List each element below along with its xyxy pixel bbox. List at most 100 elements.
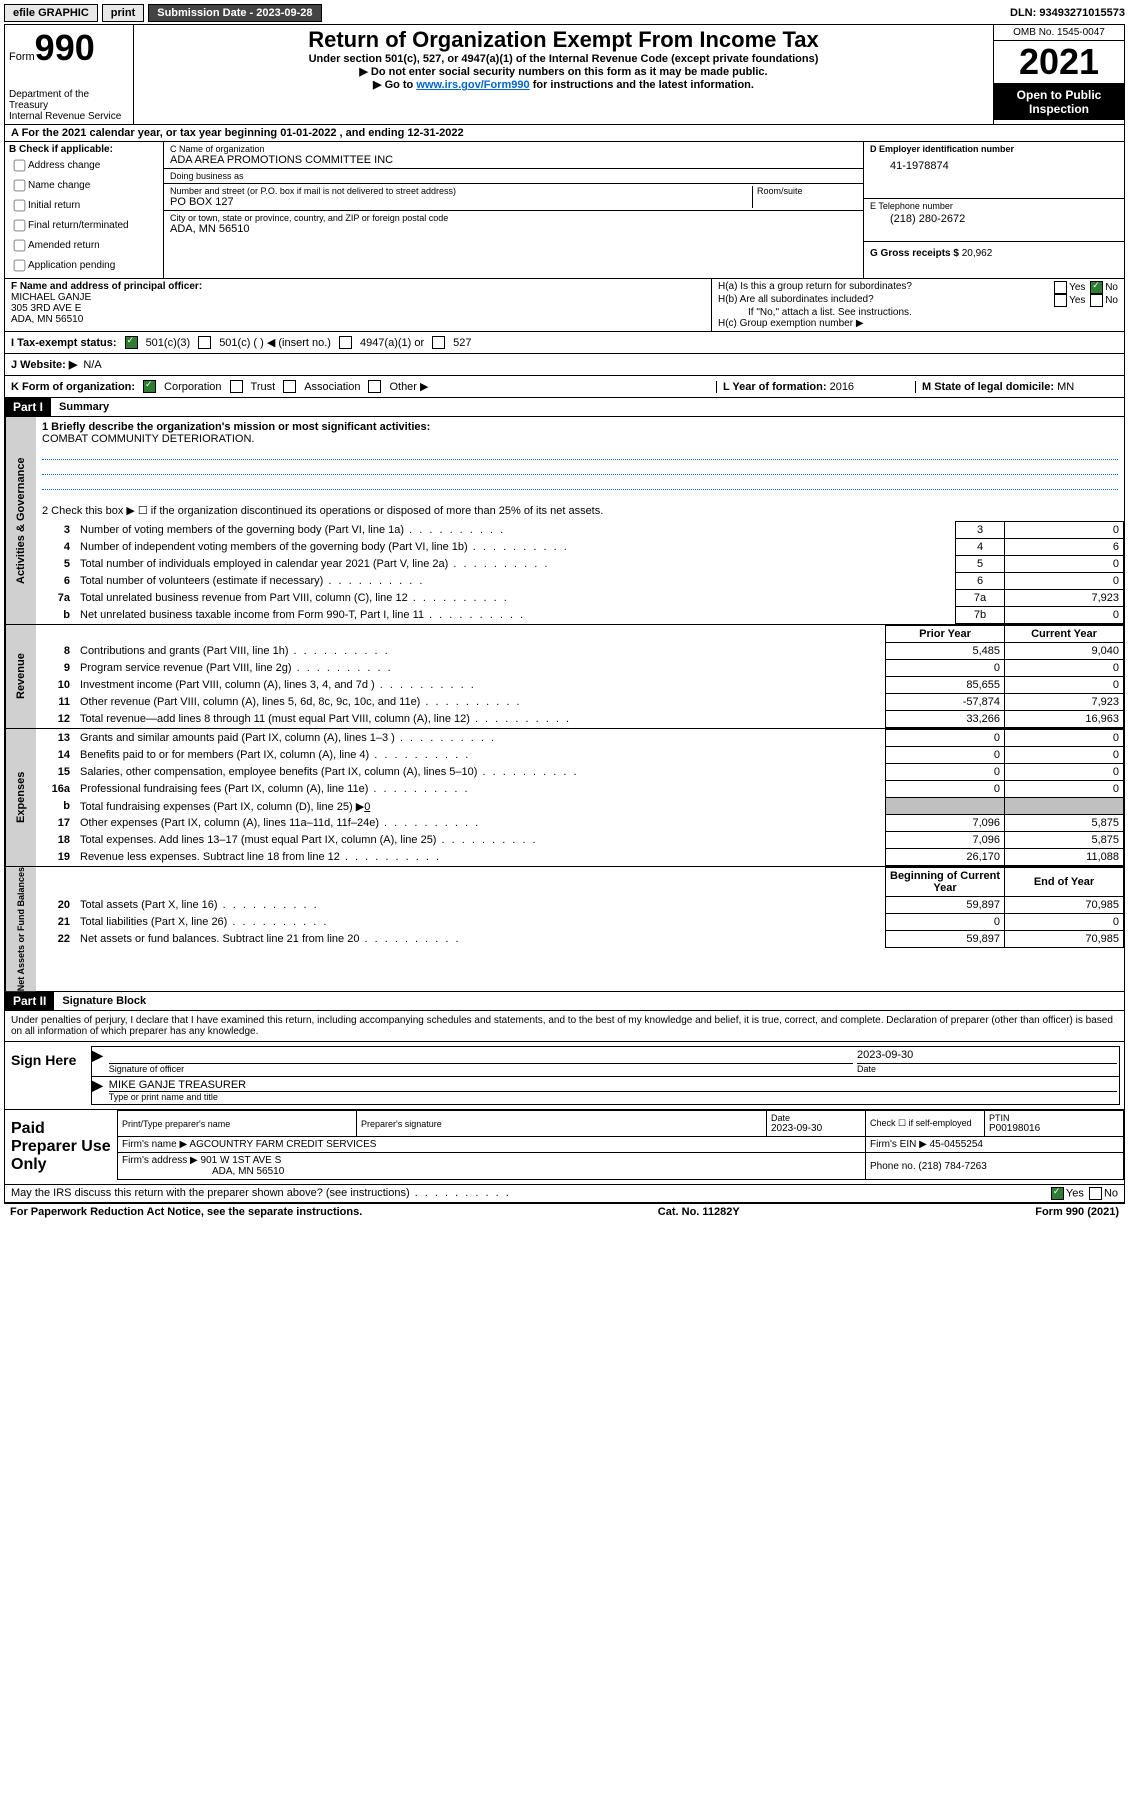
chk-name-change[interactable] bbox=[14, 180, 26, 192]
city-label: City or town, state or province, country… bbox=[170, 213, 857, 223]
table-header-row: Prior YearCurrent Year bbox=[36, 626, 1124, 643]
efile-btn[interactable]: efile GRAPHIC bbox=[4, 4, 98, 22]
m-label: M State of legal domicile: bbox=[922, 381, 1054, 393]
form-container: Form990 Department of the Treasury Inter… bbox=[4, 24, 1125, 1204]
omb-number: OMB No. 1545-0047 bbox=[994, 25, 1124, 41]
table-row: 11Other revenue (Part VIII, column (A), … bbox=[36, 694, 1124, 711]
header-right: OMB No. 1545-0047 2021 Open to Public In… bbox=[993, 25, 1124, 124]
chk-4947[interactable] bbox=[339, 336, 352, 349]
prep-date-label: Date bbox=[771, 1113, 861, 1123]
irs-link[interactable]: www.irs.gov/Form990 bbox=[416, 79, 529, 91]
net-table: Beginning of Current YearEnd of Year20To… bbox=[36, 867, 1124, 948]
prep-date: 2023-09-30 bbox=[771, 1123, 861, 1134]
chk-527[interactable] bbox=[432, 336, 445, 349]
chk-pending[interactable] bbox=[14, 260, 26, 272]
ha-label: H(a) Is this a group return for subordin… bbox=[718, 281, 912, 294]
addr-label: Number and street (or P.O. box if mail i… bbox=[170, 186, 752, 196]
i-label: I Tax-exempt status: bbox=[11, 337, 117, 349]
table-row: 18Total expenses. Add lines 13–17 (must … bbox=[36, 832, 1124, 849]
submission-date: Submission Date - 2023-09-28 bbox=[148, 4, 321, 22]
line2: 2 Check this box ▶ ☐ if the organization… bbox=[36, 496, 1124, 521]
ha-yes[interactable] bbox=[1054, 281, 1067, 294]
chk-other[interactable] bbox=[368, 380, 381, 393]
tab-revenue: Revenue bbox=[5, 625, 36, 728]
table-row: 4Number of independent voting members of… bbox=[36, 539, 1124, 556]
chk-501c[interactable] bbox=[198, 336, 211, 349]
part1-title: Summary bbox=[51, 399, 117, 415]
chk-assoc[interactable] bbox=[283, 380, 296, 393]
table-row: 7aTotal unrelated business revenue from … bbox=[36, 590, 1124, 607]
prep-phone: (218) 784-7263 bbox=[918, 1161, 986, 1172]
chk-amended[interactable] bbox=[14, 240, 26, 252]
typed-name-label: Type or print name and title bbox=[109, 1091, 1117, 1102]
form-sub3a: ▶ Go to bbox=[373, 79, 416, 91]
form-label: Form bbox=[9, 51, 35, 63]
tab-net: Net Assets or Fund Balances bbox=[5, 867, 36, 991]
i-o1: 501(c)(3) bbox=[146, 337, 191, 349]
row-j: J Website: ▶ N/A bbox=[5, 354, 1124, 376]
declaration: Under penalties of perjury, I declare th… bbox=[5, 1011, 1124, 1042]
governance-block: Activities & Governance 1 Briefly descri… bbox=[5, 417, 1124, 624]
form-sub2: ▶ Do not enter social security numbers o… bbox=[138, 65, 989, 78]
footer-left: For Paperwork Reduction Act Notice, see … bbox=[10, 1206, 362, 1218]
dba-label: Doing business as bbox=[170, 171, 857, 181]
header-left: Form990 Department of the Treasury Inter… bbox=[5, 25, 134, 124]
header-center: Return of Organization Exempt From Incom… bbox=[134, 25, 993, 124]
preparer-table: Print/Type preparer's name Preparer's si… bbox=[117, 1110, 1124, 1180]
print-btn[interactable]: print bbox=[102, 4, 144, 22]
expenses-table: 13Grants and similar amounts paid (Part … bbox=[36, 729, 1124, 866]
may-discuss-row: May the IRS discuss this return with the… bbox=[5, 1185, 1124, 1203]
sign-here-label: Sign Here bbox=[5, 1042, 87, 1109]
hb-no[interactable] bbox=[1090, 294, 1103, 307]
i-o3: 4947(a)(1) or bbox=[360, 337, 424, 349]
phone-value: (218) 280-2672 bbox=[870, 211, 1118, 227]
footer: For Paperwork Reduction Act Notice, see … bbox=[4, 1204, 1125, 1220]
table-row: 3Number of voting members of the governi… bbox=[36, 522, 1124, 539]
discuss-yes[interactable] bbox=[1051, 1187, 1064, 1200]
prep-name-label: Print/Type preparer's name bbox=[122, 1119, 352, 1129]
expenses-block: Expenses 13Grants and similar amounts pa… bbox=[5, 728, 1124, 866]
table-row: 20Total assets (Part X, line 16)59,89770… bbox=[36, 897, 1124, 914]
col-f: F Name and address of principal officer:… bbox=[5, 279, 712, 331]
discuss-no[interactable] bbox=[1089, 1187, 1102, 1200]
row-i: I Tax-exempt status: 501(c)(3) 501(c) ( … bbox=[5, 332, 1124, 354]
officer-addr1: 305 3RD AVE E bbox=[11, 303, 705, 314]
chk-trust[interactable] bbox=[230, 380, 243, 393]
part1-header: Part I Summary bbox=[5, 398, 1124, 417]
revenue-block: Revenue Prior YearCurrent Year8Contribut… bbox=[5, 624, 1124, 728]
officer-label: F Name and address of principal officer: bbox=[11, 281, 705, 292]
gross-value: 20,962 bbox=[962, 248, 993, 259]
form-sub3b: for instructions and the latest informat… bbox=[530, 79, 754, 91]
chk-initial[interactable] bbox=[14, 200, 26, 212]
tab-governance: Activities & Governance bbox=[5, 417, 36, 624]
chk-address-change[interactable] bbox=[14, 160, 26, 172]
table-row: 21Total liabilities (Part X, line 26)00 bbox=[36, 914, 1124, 931]
ein-label: D Employer identification number bbox=[870, 144, 1118, 154]
firm-addr2: ADA, MN 56510 bbox=[122, 1166, 284, 1177]
sig-date-label: Date bbox=[857, 1063, 1117, 1074]
officer-addr2: ADA, MN 56510 bbox=[11, 314, 705, 325]
ha-no[interactable] bbox=[1090, 281, 1103, 294]
firm-addr1: 901 W 1ST AVE S bbox=[201, 1155, 282, 1166]
table-row: 15Salaries, other compensation, employee… bbox=[36, 764, 1124, 781]
section-bcd: B Check if applicable: Address change Na… bbox=[5, 142, 1124, 279]
part2-badge: Part II bbox=[5, 992, 54, 1010]
arrow-icon: ▶ bbox=[92, 1047, 103, 1076]
dln: DLN: 93493271015573 bbox=[1010, 7, 1125, 19]
hb-yes[interactable] bbox=[1054, 294, 1067, 307]
sign-here-section: Sign Here ▶ Signature of officer 2023-09… bbox=[5, 1042, 1124, 1110]
top-bar: efile GRAPHIC print Submission Date - 20… bbox=[4, 4, 1125, 22]
chk-final[interactable] bbox=[14, 220, 26, 232]
table-row: bTotal fundraising expenses (Part IX, co… bbox=[36, 798, 1124, 815]
k-o3: Association bbox=[304, 381, 360, 393]
k-o4: Other ▶ bbox=[389, 380, 428, 393]
ein-value: 41-1978874 bbox=[870, 154, 1118, 178]
firm-name: AGCOUNTRY FARM CREDIT SERVICES bbox=[189, 1139, 376, 1150]
chk-501c3[interactable] bbox=[125, 336, 138, 349]
paid-preparer-section: Paid Preparer Use Only Print/Type prepar… bbox=[5, 1110, 1124, 1185]
chk-corp[interactable] bbox=[143, 380, 156, 393]
firm-ein: 45-0455254 bbox=[930, 1139, 983, 1150]
col-b-label: B Check if applicable: bbox=[9, 144, 159, 155]
table-row: 9Program service revenue (Part VIII, lin… bbox=[36, 660, 1124, 677]
j-value: N/A bbox=[83, 359, 101, 371]
